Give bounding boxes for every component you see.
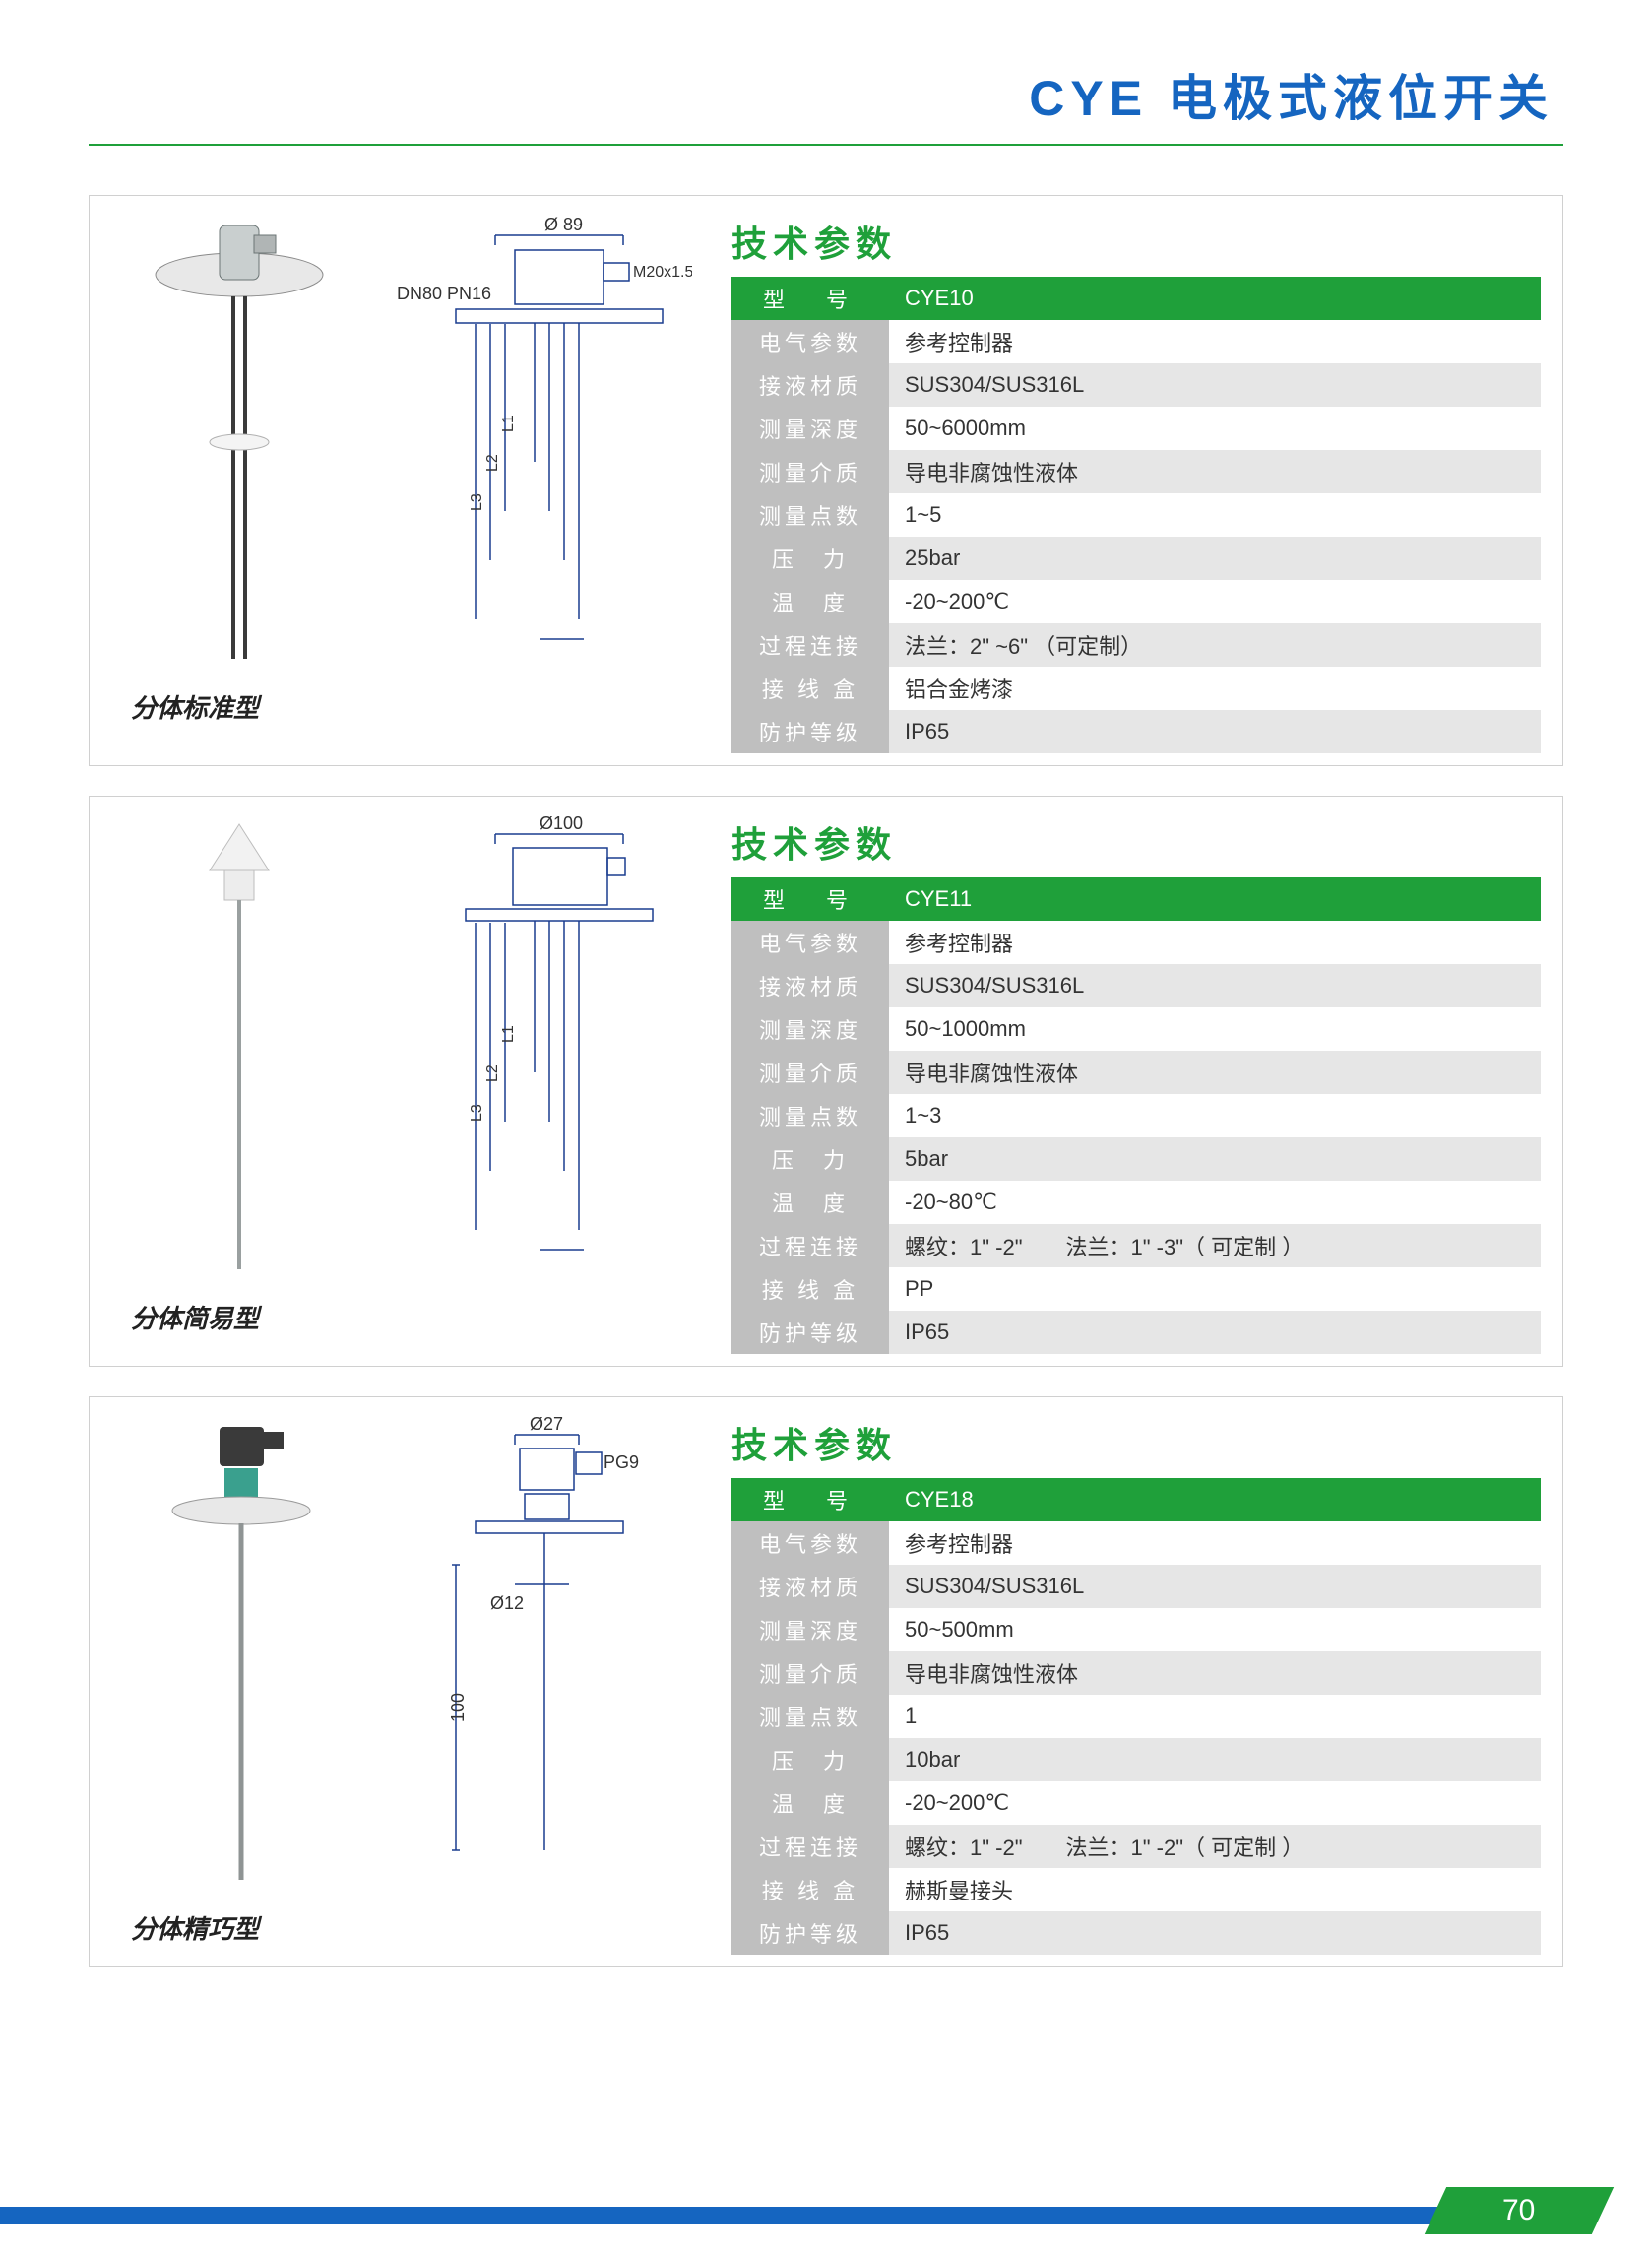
svg-text:L3: L3 <box>469 1104 485 1122</box>
model-caption: 分体简易型 <box>131 1299 259 1335</box>
header-label: 型 号 <box>731 877 889 921</box>
section-cye11: 分体简易型 Ø100 L1 L2 L3 <box>89 796 1563 1367</box>
svg-text:L3: L3 <box>469 493 485 511</box>
table-header-row: 型 号 CYE18 <box>731 1478 1541 1521</box>
table-row: 接液材质SUS304/SUS316L <box>731 363 1541 407</box>
tech-drawing-col: Ø100 L1 L2 L3 <box>387 816 702 1289</box>
header-label: 型 号 <box>731 277 889 320</box>
table-row: 电气参数参考控制器 <box>731 921 1541 964</box>
table-header-row: 型 号 CYE10 <box>731 277 1541 320</box>
header-label: 型 号 <box>731 1478 889 1521</box>
svg-text:DN80 PN16: DN80 PN16 <box>397 284 491 303</box>
product-photo-col: 分体标准型 <box>111 216 367 725</box>
table-row: 测量深度50~1000mm <box>731 1007 1541 1051</box>
table-row: 过程连接螺纹：1" -2" 法兰：1" -2"（ 可定制 ） <box>731 1825 1541 1868</box>
spec-col: 技术参数 型 号 CYE10 电气参数参考控制器 接液材质SUS304/SUS3… <box>731 216 1541 753</box>
table-row: 压 力25bar <box>731 537 1541 580</box>
table-row: 防护等级IP65 <box>731 710 1541 753</box>
table-row: 过程连接法兰：2" ~6" （可定制） <box>731 623 1541 667</box>
table-row: 接 线 盒赫斯曼接头 <box>731 1868 1541 1911</box>
spec-title: 技术参数 <box>731 1417 1541 1468</box>
svg-text:L2: L2 <box>484 1064 501 1082</box>
table-row: 测量介质导电非腐蚀性液体 <box>731 450 1541 493</box>
table-row: 接 线 盒PP <box>731 1267 1541 1311</box>
svg-text:100: 100 <box>448 1693 468 1722</box>
svg-text:L1: L1 <box>500 415 517 432</box>
svg-text:M20x1.5: M20x1.5 <box>633 264 692 281</box>
model-caption: 分体精巧型 <box>131 1909 259 1946</box>
table-row: 压 力5bar <box>731 1137 1541 1181</box>
table-row: 压 力10bar <box>731 1738 1541 1781</box>
page-number-badge: 70 <box>1425 2187 1614 2234</box>
tech-drawing-2: Ø100 L1 L2 L3 <box>397 816 692 1289</box>
svg-text:Ø27: Ø27 <box>530 1417 563 1434</box>
table-row: 接液材质SUS304/SUS316L <box>731 1565 1541 1608</box>
table-row: 测量点数1~3 <box>731 1094 1541 1137</box>
product-photo-col: 分体简易型 <box>111 816 367 1335</box>
header-value: CYE11 <box>889 877 1541 921</box>
spec-table-cye18: 型 号 CYE18 电气参数参考控制器 接液材质SUS304/SUS316L 测… <box>731 1478 1541 1955</box>
table-row: 电气参数参考控制器 <box>731 1521 1541 1565</box>
header-value: CYE10 <box>889 277 1541 320</box>
table-header-row: 型 号 CYE11 <box>731 877 1541 921</box>
svg-text:Ø12: Ø12 <box>490 1593 524 1613</box>
spec-title: 技术参数 <box>731 816 1541 868</box>
section-cye18: 分体精巧型 Ø27 PG9 Ø12 100 技术参数 <box>89 1396 1563 1967</box>
svg-text:Ø 89: Ø 89 <box>544 216 583 234</box>
tech-drawing-col: Ø 89 DN80 PN16 M20x1.5 L1 L2 L3 <box>387 216 702 678</box>
product-photo-2 <box>126 816 352 1289</box>
product-photo-col: 分体精巧型 <box>111 1417 367 1946</box>
table-row: 测量点数1~5 <box>731 493 1541 537</box>
table-row: 测量深度50~6000mm <box>731 407 1541 450</box>
spec-col: 技术参数 型 号 CYE18 电气参数参考控制器 接液材质SUS304/SUS3… <box>731 1417 1541 1955</box>
section-cye10: 分体标准型 Ø 89 DN80 PN16 <box>89 195 1563 766</box>
table-row: 过程连接螺纹：1" -2" 法兰：1" -3"（ 可定制 ） <box>731 1224 1541 1267</box>
table-row: 接 线 盒铝合金烤漆 <box>731 667 1541 710</box>
table-row: 测量点数1 <box>731 1695 1541 1738</box>
table-row: 测量介质导电非腐蚀性液体 <box>731 1051 1541 1094</box>
table-row: 电气参数参考控制器 <box>731 320 1541 363</box>
table-row: 温 度-20~200℃ <box>731 580 1541 623</box>
table-row: 测量深度50~500mm <box>731 1608 1541 1651</box>
svg-text:Ø100: Ø100 <box>540 816 583 833</box>
table-row: 测量介质导电非腐蚀性液体 <box>731 1651 1541 1695</box>
header-value: CYE18 <box>889 1478 1541 1521</box>
tech-drawing-1: Ø 89 DN80 PN16 M20x1.5 L1 L2 L3 <box>397 216 692 678</box>
spec-table-cye10: 型 号 CYE10 电气参数参考控制器 接液材质SUS304/SUS316L 测… <box>731 277 1541 753</box>
table-row: 接液材质SUS304/SUS316L <box>731 964 1541 1007</box>
spec-title: 技术参数 <box>731 216 1541 267</box>
table-row: 防护等级IP65 <box>731 1911 1541 1955</box>
spec-table-cye11: 型 号 CYE11 电气参数参考控制器 接液材质SUS304/SUS316L 测… <box>731 877 1541 1354</box>
title-rule <box>89 144 1563 146</box>
tech-drawing-col: Ø27 PG9 Ø12 100 <box>387 1417 702 1900</box>
page-title: CYE 电极式液位开关 <box>89 59 1563 130</box>
product-photo-3 <box>126 1417 352 1900</box>
svg-text:L2: L2 <box>484 454 501 472</box>
table-row: 温 度-20~80℃ <box>731 1181 1541 1224</box>
table-row: 防护等级IP65 <box>731 1311 1541 1354</box>
product-photo-1 <box>126 216 352 678</box>
spec-col: 技术参数 型 号 CYE11 电气参数参考控制器 接液材质SUS304/SUS3… <box>731 816 1541 1354</box>
model-caption: 分体标准型 <box>131 688 259 725</box>
footer-bar <box>0 2207 1457 2224</box>
tech-drawing-3: Ø27 PG9 Ø12 100 <box>397 1417 692 1900</box>
svg-text:PG9: PG9 <box>604 1452 639 1472</box>
svg-text:L1: L1 <box>500 1025 517 1043</box>
table-row: 温 度-20~200℃ <box>731 1781 1541 1825</box>
